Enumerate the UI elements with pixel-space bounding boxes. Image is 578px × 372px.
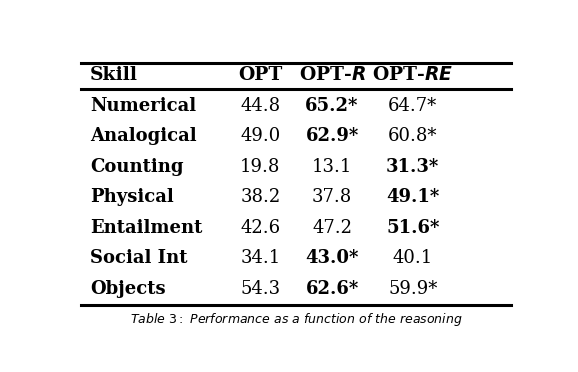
Text: 40.1: 40.1 [392, 249, 433, 267]
Text: $\it{Table\ 3:\ Performance\ as\ a\ function\ of\ the\ reasoning}$: $\it{Table\ 3:\ Performance\ as\ a\ func… [130, 311, 462, 328]
Text: 49.0: 49.0 [240, 127, 280, 145]
Text: 64.7*: 64.7* [388, 97, 438, 115]
Text: 13.1: 13.1 [312, 158, 352, 176]
Text: OPT: OPT [238, 66, 283, 84]
Text: 49.1*: 49.1* [386, 188, 439, 206]
Text: 43.0*: 43.0* [305, 249, 359, 267]
Text: 60.8*: 60.8* [388, 127, 438, 145]
Text: Social Int: Social Int [90, 249, 188, 267]
Text: 19.8: 19.8 [240, 158, 280, 176]
Text: 62.6*: 62.6* [305, 280, 359, 298]
Text: 38.2: 38.2 [240, 188, 280, 206]
Text: Counting: Counting [90, 158, 184, 176]
Text: 34.1: 34.1 [240, 249, 280, 267]
Text: OPT-$\bfit{RE}$: OPT-$\bfit{RE}$ [372, 66, 453, 84]
Text: OPT-$\bfit{R}$: OPT-$\bfit{R}$ [299, 66, 365, 84]
Text: 37.8: 37.8 [312, 188, 352, 206]
Text: Numerical: Numerical [90, 97, 197, 115]
Text: 65.2*: 65.2* [305, 97, 359, 115]
Text: 54.3: 54.3 [240, 280, 280, 298]
Text: 44.8: 44.8 [240, 97, 280, 115]
Text: 51.6*: 51.6* [386, 219, 439, 237]
Text: Skill: Skill [90, 66, 138, 84]
Text: 47.2: 47.2 [312, 219, 352, 237]
Text: Entailment: Entailment [90, 219, 202, 237]
Text: 42.6: 42.6 [240, 219, 280, 237]
Text: Objects: Objects [90, 280, 166, 298]
Text: Physical: Physical [90, 188, 174, 206]
Text: 62.9*: 62.9* [305, 127, 359, 145]
Text: Analogical: Analogical [90, 127, 197, 145]
Text: 31.3*: 31.3* [386, 158, 439, 176]
Text: 59.9*: 59.9* [388, 280, 438, 298]
